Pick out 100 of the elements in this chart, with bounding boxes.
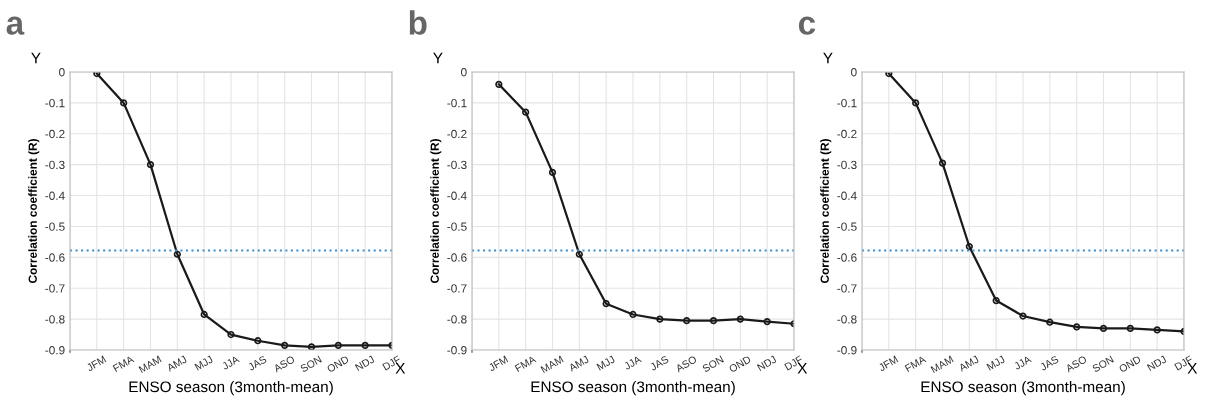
y-tick-label: -0.2 (447, 129, 467, 139)
point (1019, 312, 1027, 320)
text: Y (31, 52, 41, 64)
point (763, 317, 771, 326)
x-tick-label: ASO (1064, 355, 1088, 373)
y-tick-label: -0.9 (447, 346, 467, 355)
y-tick-label: -0.1 (45, 98, 65, 108)
x-tick-label: MAM (540, 355, 564, 374)
x-tick-label: NDJ (354, 355, 375, 372)
x-tick-label: AMJ (568, 355, 590, 372)
y-tick-label: -0.7 (837, 284, 857, 293)
y-tick-label: -0.1 (447, 98, 467, 108)
point (629, 310, 637, 319)
x-tick-label: NDJ (756, 355, 777, 372)
point (1099, 324, 1108, 332)
point (683, 317, 691, 325)
x-tick-label: JJA (623, 355, 642, 371)
x-tick-label: JFM (85, 355, 107, 372)
y-tick-label: -0.3 (45, 160, 65, 170)
y-tick-label: -0.4 (837, 191, 857, 200)
x-tick-label: FMA (904, 355, 927, 372)
point (146, 161, 155, 169)
x-tick-label: JFM (877, 355, 899, 372)
x-tick-label: FMA (514, 355, 537, 372)
y-tick-label: 0 (59, 68, 65, 77)
point (1073, 323, 1081, 331)
x-tick-label: AMJ (166, 355, 188, 372)
y-tick-label: 0 (461, 68, 467, 77)
y-tick-label: -0.7 (45, 284, 65, 293)
x-tick-label: MAM (930, 355, 954, 374)
y-tick-label: -0.6 (837, 253, 857, 262)
line-series (495, 80, 794, 328)
y-tick-label: -0.5 (837, 222, 857, 231)
x-axis-title: ENSO season (3month-mean) (921, 380, 1125, 396)
chart-title: b (409, 10, 427, 35)
point (227, 330, 235, 339)
x-tick-label: JJA (1013, 355, 1032, 371)
y-tick-label: 0 (851, 68, 857, 77)
point (575, 250, 583, 258)
y-tick-label: -0.9 (45, 346, 65, 355)
x-tick-label: JAS (1039, 355, 1060, 371)
x-tick-label: JAS (247, 355, 268, 371)
point (656, 315, 664, 323)
x-tick-label: OND (728, 355, 752, 373)
y-axis-title: Correlation coefficient (R) (28, 139, 40, 283)
x-tick-label: JJA (221, 355, 240, 371)
y-tick-label: -0.5 (45, 222, 65, 231)
y-axis-title: Correlation coefficient (R) (430, 139, 442, 283)
chart-title: c (798, 16, 816, 35)
x-tick-label: OND (326, 355, 350, 373)
x-tick-label: JAS (649, 355, 670, 371)
point (281, 341, 289, 349)
x-tick-label: JFM (487, 355, 509, 372)
point (200, 310, 208, 319)
point (548, 168, 557, 177)
y-tick-label: -0.5 (447, 222, 467, 231)
point (709, 317, 718, 325)
x-tick-label: AMJ (958, 355, 980, 372)
y-tick-label: -0.6 (447, 253, 467, 262)
point (334, 341, 342, 349)
x-tick-label: ASO (272, 355, 296, 373)
x-tick-label: SON (299, 355, 322, 373)
y-axis-title: Correlation coefficient (R) (820, 139, 832, 283)
x-tick-label: FMA (112, 355, 135, 372)
y-tick-label: -0.4 (447, 191, 467, 200)
text: Y (433, 52, 443, 64)
y-tick-label: -0.8 (837, 315, 857, 324)
y-tick-label: -0.9 (837, 346, 857, 355)
x-tick-label: NDJ (1146, 355, 1167, 372)
y-tick-label: -0.7 (447, 284, 467, 293)
point (120, 99, 128, 107)
y-tick-label: -0.2 (837, 129, 857, 139)
x-tick-label: SON (701, 355, 724, 373)
y-tick-label: -0.4 (45, 191, 65, 200)
point (912, 99, 920, 107)
x-axis-title: ENSO season (3month-mean) (129, 380, 333, 396)
point (361, 341, 369, 349)
x-tick-label: OND (1118, 355, 1142, 373)
point (602, 300, 610, 308)
y-tick-label: -0.3 (837, 160, 857, 170)
point (254, 337, 262, 345)
point (522, 108, 530, 116)
y-tick-label: -0.3 (447, 160, 467, 170)
x-tick-label: MJJ (596, 355, 616, 371)
y-tick-label: -0.2 (45, 129, 65, 139)
y-tick-label: -0.6 (45, 253, 65, 262)
point (938, 159, 947, 167)
x-tick-label: MJJ (194, 355, 214, 371)
point (1153, 326, 1161, 334)
x-axis-title: ENSO season (3month-mean) (531, 380, 735, 396)
point (965, 242, 973, 251)
y-tick-label: -0.8 (45, 315, 65, 324)
point (1126, 324, 1134, 332)
y-tick-label: -0.1 (837, 98, 857, 108)
x-tick-label: SON (1091, 355, 1114, 373)
chart-title: a (6, 16, 25, 35)
point (495, 80, 503, 88)
x-tick-label: MAM (138, 355, 162, 374)
x-tick-label: MJJ (986, 355, 1006, 371)
point (736, 315, 744, 323)
